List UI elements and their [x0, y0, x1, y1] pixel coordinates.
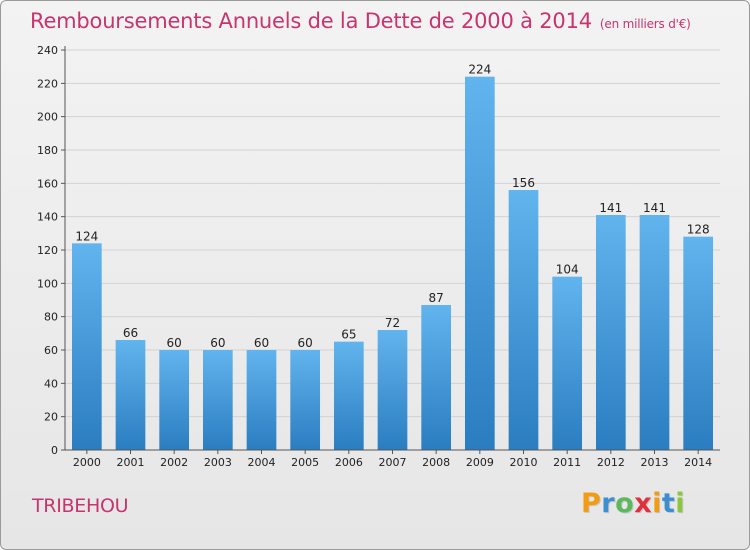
y-tick-label: 140	[37, 211, 58, 224]
data-label-2000: 124	[75, 229, 98, 243]
x-tick-label-2014: 2014	[684, 456, 712, 469]
y-tick-label: 180	[37, 144, 58, 157]
y-tick-label: 80	[44, 311, 58, 324]
bar-2008	[421, 305, 452, 450]
bar-2011	[552, 276, 583, 450]
x-tick-label-2006: 2006	[335, 456, 363, 469]
x-tick-label-2010: 2010	[510, 456, 538, 469]
x-tick-label-2008: 2008	[422, 456, 450, 469]
proxiti-logo: Proxiti	[581, 488, 685, 519]
data-label-2006: 65	[341, 328, 356, 342]
chart-subtitle: (en milliers d'€)	[599, 17, 691, 31]
x-tick-label-2007: 2007	[379, 456, 407, 469]
x-tick-label-2004: 2004	[248, 456, 276, 469]
x-tick-label-2001: 2001	[117, 456, 145, 469]
y-tick-label: 200	[37, 111, 58, 124]
x-tick-label-2011: 2011	[553, 456, 581, 469]
data-label-2012: 141	[599, 201, 622, 215]
x-tick-label-2013: 2013	[641, 456, 669, 469]
x-tick-label-2000: 2000	[73, 456, 101, 469]
y-tick-label: 240	[37, 44, 58, 57]
bar-2000	[71, 243, 102, 450]
bar-2005	[290, 350, 321, 450]
data-label-2013: 141	[643, 201, 666, 215]
y-tick-label: 20	[44, 411, 58, 424]
y-tick-label: 120	[37, 244, 58, 257]
data-label-2014: 128	[687, 223, 710, 237]
municipality-name: TRIBEHOU	[32, 495, 129, 517]
data-label-2009: 224	[468, 63, 491, 77]
bar-2009	[464, 76, 495, 451]
logo-letter: i	[675, 488, 686, 519]
x-tick-label-2005: 2005	[291, 456, 319, 469]
y-tick-label: 220	[37, 77, 58, 90]
bar-2013	[639, 215, 670, 450]
chart-title-text: Remboursements Annuels de la Dette de 20…	[30, 9, 592, 33]
logo-letter: t	[661, 488, 676, 519]
logo-letter: x	[634, 488, 653, 519]
data-label-2005: 60	[298, 336, 313, 350]
logo-letter: P	[581, 488, 602, 519]
y-tick-label: 60	[44, 344, 58, 357]
bar-2012	[595, 215, 626, 450]
data-label-2002: 60	[167, 336, 182, 350]
bar-2010	[508, 190, 539, 450]
y-tick-label: 100	[37, 277, 58, 290]
data-label-2004: 60	[254, 336, 269, 350]
y-tick-label: 40	[44, 377, 58, 390]
bar-2007	[377, 330, 408, 450]
data-label-2010: 156	[512, 176, 535, 190]
bar-2004	[246, 350, 277, 450]
bar-2002	[159, 350, 190, 450]
logo-letter: i	[652, 488, 662, 519]
x-tick-label-2009: 2009	[466, 456, 494, 469]
logo-letter: r	[601, 488, 616, 519]
data-label-2007: 72	[385, 316, 400, 330]
data-label-2008: 87	[429, 291, 444, 305]
logo-letter: o	[615, 488, 635, 519]
bar-2006	[333, 341, 364, 450]
x-tick-label-2002: 2002	[160, 456, 188, 469]
chart-title: Remboursements Annuels de la Dette de 20…	[30, 9, 691, 33]
data-label-2001: 66	[123, 326, 138, 340]
data-label-2011: 104	[556, 263, 579, 277]
bar-2003	[202, 350, 233, 450]
bar-2014	[683, 236, 714, 450]
y-tick-label: 0	[51, 444, 58, 457]
x-tick-label-2012: 2012	[597, 456, 625, 469]
data-label-2003: 60	[210, 336, 225, 350]
bar-2001	[115, 340, 146, 450]
x-tick-label-2003: 2003	[204, 456, 232, 469]
y-tick-label: 160	[37, 177, 58, 190]
